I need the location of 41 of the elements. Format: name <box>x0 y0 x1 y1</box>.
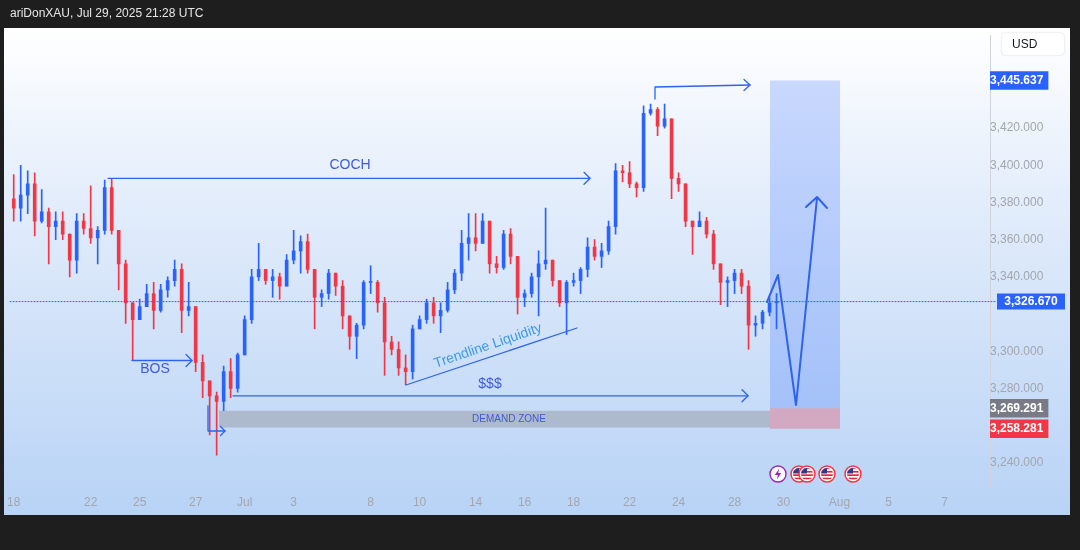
y-tick-label: 3,445.637 <box>990 72 1044 87</box>
candlestick <box>11 174 16 222</box>
x-tick-label: 18 <box>7 494 21 509</box>
x-tick-label: 8 <box>367 494 375 509</box>
x-tick-label: Aug <box>828 494 851 509</box>
y-tick-label: 3,380.000 <box>990 194 1044 209</box>
x-tick-label: 14 <box>468 494 483 509</box>
y-tick-label: 3,258.281 <box>990 421 1044 436</box>
y-tick-label: 3,420.000 <box>990 120 1044 135</box>
x-tick-label: 10 <box>412 494 427 509</box>
x-tick-label: 27 <box>188 494 203 509</box>
y-tick-label: 3,240.000 <box>990 455 1044 470</box>
ref-line-label: $$$ <box>478 375 502 392</box>
x-tick-label: 18 <box>566 494 581 509</box>
x-tick-label: 5 <box>885 494 893 509</box>
x-tick-label: 16 <box>517 494 532 509</box>
band-label: DEMAND ZONE <box>472 412 547 424</box>
x-tick-label: 30 <box>776 494 791 509</box>
candlestick <box>18 164 23 222</box>
ref-line-label: 3,326.670 <box>1004 294 1059 309</box>
candlestick <box>88 185 93 244</box>
ref-line-label: COCH <box>329 156 371 173</box>
candlestick <box>53 211 58 240</box>
x-tick-label: Jul <box>236 494 253 509</box>
y-tick-label: 3,269.291 <box>990 400 1044 415</box>
x-tick-label: 22 <box>84 494 98 509</box>
y-tick-label: 3,340.000 <box>990 269 1044 284</box>
y-tick-label: 3,280.000 <box>990 380 1044 395</box>
y-tick-label: 3,300.000 <box>990 343 1044 358</box>
x-tick-label: 7 <box>941 494 949 509</box>
y-tick-label: 3,360.000 <box>990 231 1044 246</box>
x-tick-label: 3 <box>290 494 298 509</box>
x-tick-label: 25 <box>133 494 147 509</box>
ref-line-label: BOS <box>140 360 170 377</box>
candlestick <box>95 226 100 265</box>
y-axis-title: USD <box>1002 33 1064 55</box>
x-tick-label: 28 <box>727 494 742 509</box>
x-tick-label: 24 <box>671 494 686 509</box>
chart-title: ariDonXAU, Jul 29, 2025 21:28 UTC <box>10 6 204 20</box>
y-tick-label: 3,400.000 <box>990 157 1044 172</box>
x-tick-label: 22 <box>622 494 637 509</box>
